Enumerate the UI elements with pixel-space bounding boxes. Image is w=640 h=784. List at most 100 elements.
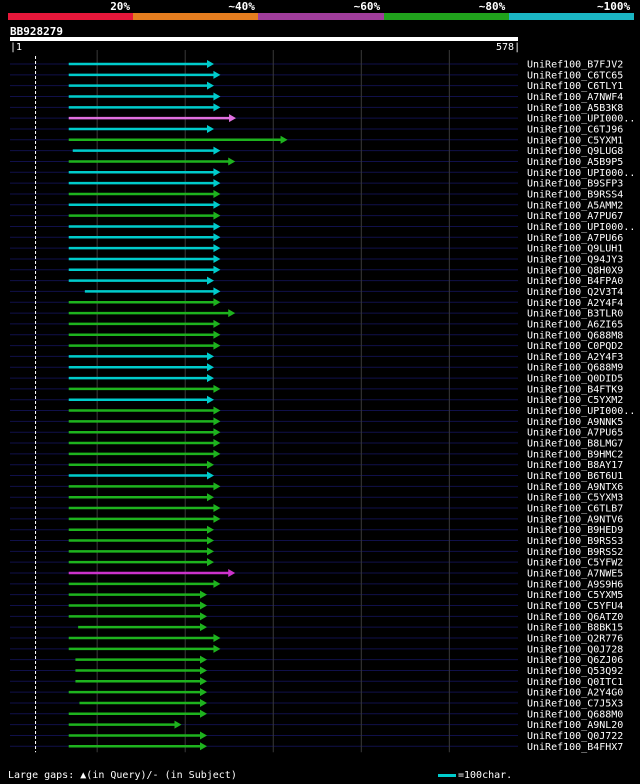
hit-arrow xyxy=(213,482,221,491)
hit-name: UniRef100_C6TC65 xyxy=(527,70,623,81)
hit-arrow xyxy=(200,677,208,686)
hit-arrow xyxy=(200,612,208,621)
hit-name: UniRef100_C5YFW2 xyxy=(527,558,623,569)
hit-arrow xyxy=(213,211,221,220)
scale-label: ~100% xyxy=(597,0,631,13)
hit-name: UniRef100_UPI000.. xyxy=(527,168,635,179)
scale-label: ~60% xyxy=(353,0,381,13)
scale-label: ~40% xyxy=(228,0,255,13)
hit-arrow xyxy=(213,254,221,263)
hit-name: UniRef100_B9RSS3 xyxy=(527,536,623,547)
hit-name: UniRef100_Q688M0 xyxy=(527,709,623,720)
hit-name: UniRef100_C5YXM2 xyxy=(527,395,623,406)
scale-segment xyxy=(133,13,259,20)
hit-name: UniRef100_B9HED9 xyxy=(527,525,623,536)
hit-arrow xyxy=(280,135,288,144)
hit-arrow xyxy=(200,688,208,697)
hit-arrow xyxy=(213,330,221,339)
hit-arrow xyxy=(200,666,208,675)
scale-segment xyxy=(258,13,384,20)
hit-arrow xyxy=(228,157,236,166)
hit-arrow xyxy=(206,558,214,567)
hit-name: UniRef100_A2Y4G0 xyxy=(527,688,623,699)
hit-arrow xyxy=(213,200,221,209)
hit-name: UniRef100_A7NWE5 xyxy=(527,569,623,580)
hit-arrow xyxy=(200,601,208,610)
hit-arrow xyxy=(200,731,208,740)
hit-name: UniRef100_A2Y4F4 xyxy=(527,298,623,309)
hit-arrow xyxy=(213,265,221,274)
hit-name: UniRef100_B4FPA0 xyxy=(527,276,623,287)
hit-arrow xyxy=(213,298,221,307)
hit-name: UniRef100_A7PU67 xyxy=(527,211,623,222)
hit-name: UniRef100_A5B3K8 xyxy=(527,103,623,114)
hit-arrow xyxy=(213,319,221,328)
hit-name: UniRef100_A5B9P5 xyxy=(527,157,623,168)
hit-arrow xyxy=(228,309,236,318)
hit-arrow xyxy=(213,579,221,588)
hit-name: UniRef100_Q9LUG8 xyxy=(527,146,623,157)
hit-name: UniRef100_C5YXM5 xyxy=(527,590,623,601)
hit-name: UniRef100_C5YXM1 xyxy=(527,135,623,146)
hit-name: UniRef100_C7J5X3 xyxy=(527,698,623,709)
hit-arrow xyxy=(213,70,221,79)
hit-name: UniRef100_Q9LUH1 xyxy=(527,244,623,255)
hit-name: UniRef100_B6T6U1 xyxy=(527,471,623,482)
hit-arrow xyxy=(200,655,208,664)
hit-arrow xyxy=(213,189,221,198)
hit-arrow xyxy=(213,92,221,101)
hit-arrow xyxy=(200,623,208,632)
hit-arrow xyxy=(213,449,221,458)
hit-name: UniRef100_A7PU66 xyxy=(527,233,623,244)
hit-name: UniRef100_A9NTV6 xyxy=(527,514,623,525)
hit-name: UniRef100_B8LMG7 xyxy=(527,439,623,450)
scale-swatch xyxy=(438,773,456,777)
hit-arrow xyxy=(229,114,237,123)
hit-arrow xyxy=(200,590,208,599)
hit-arrow xyxy=(200,709,208,718)
scale-segment xyxy=(508,13,634,20)
hit-arrow xyxy=(206,525,214,534)
scale-segment xyxy=(8,13,134,20)
scale-label: 20% xyxy=(110,0,131,13)
hit-name: UniRef100_A6ZI65 xyxy=(527,319,623,330)
hit-arrow xyxy=(206,60,214,68)
query-ruler xyxy=(10,37,518,41)
hit-name: UniRef100_A2Y4F3 xyxy=(527,352,623,363)
hit-arrow xyxy=(213,384,221,393)
hit-arrow xyxy=(213,244,221,253)
hit-name: UniRef100_C0PQD2 xyxy=(527,341,623,352)
hit-arrow xyxy=(206,352,214,361)
hit-name: UniRef100_Q6ATZ0 xyxy=(527,612,623,623)
hit-name: UniRef100_Q688M8 xyxy=(527,330,623,341)
hit-name: UniRef100_Q0DID5 xyxy=(527,374,623,385)
hit-arrow xyxy=(206,395,214,404)
hit-arrow xyxy=(206,276,214,285)
scale-segment xyxy=(383,13,509,20)
gap-marker-icon: ▲ xyxy=(80,770,87,781)
hit-name: UniRef100_A7NWF4 xyxy=(527,92,623,103)
hit-arrow xyxy=(213,287,221,296)
identity-color-scale: 20% ~40% ~60% ~80% ~100% xyxy=(8,0,634,22)
hit-name: UniRef100_C6TLY1 xyxy=(527,81,623,92)
hit-arrow xyxy=(206,471,214,480)
hit-name: UniRef100_A9NL20 xyxy=(527,720,623,731)
hit-arrow xyxy=(206,374,214,383)
hit-arrow xyxy=(213,233,221,242)
hit-arrow xyxy=(213,439,221,448)
hit-name: UniRef100_B9RSS4 xyxy=(527,189,623,200)
hit-arrow xyxy=(213,179,221,188)
hit-name: UniRef100_Q0J728 xyxy=(527,644,623,655)
hit-name: UniRef100_A7PU65 xyxy=(527,428,623,439)
hit-arrow xyxy=(213,644,221,653)
ruler-start-label: |1 xyxy=(10,42,23,53)
hit-arrow xyxy=(213,406,221,415)
length-scale-legend: =100char. xyxy=(438,770,512,781)
hit-name: UniRef100_B7FJV2 xyxy=(527,60,623,71)
hit-name: UniRef100_A9NNK5 xyxy=(527,417,623,428)
query-id: BB928279 xyxy=(10,25,63,38)
hit-arrow xyxy=(206,81,214,90)
hit-arrow xyxy=(213,168,221,177)
hit-arrow xyxy=(206,124,214,133)
hit-name: UniRef100_A5AMM2 xyxy=(527,200,623,211)
